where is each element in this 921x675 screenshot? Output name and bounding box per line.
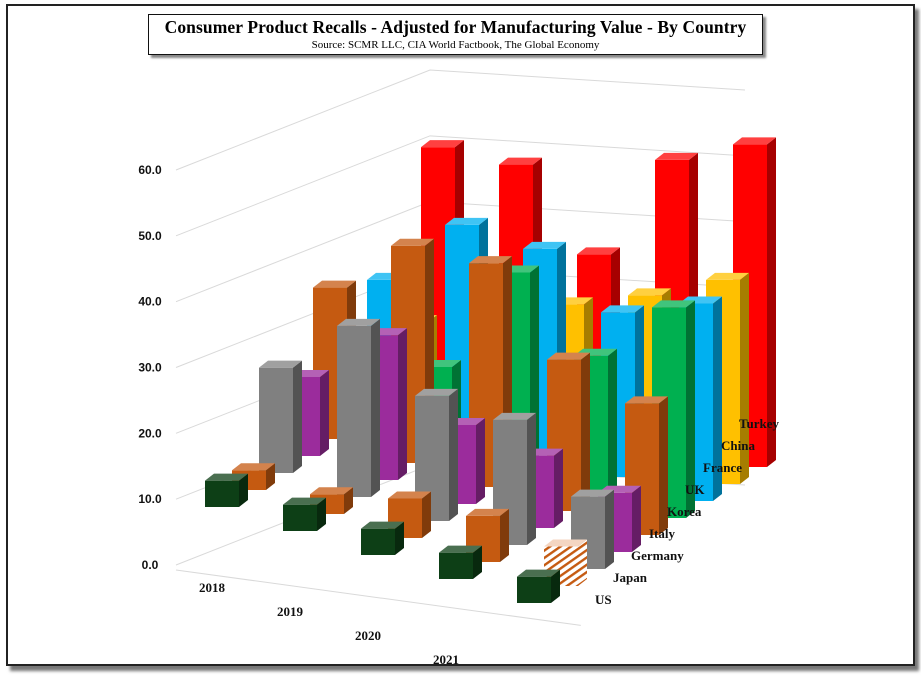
bar-korea-2022 bbox=[625, 396, 668, 535]
gridline bbox=[175, 135, 746, 237]
x-tick-label: 2020 bbox=[355, 628, 381, 643]
series-label: France bbox=[703, 460, 742, 475]
y-tick-label: 0.0 bbox=[142, 558, 159, 572]
y-tick-label: 30.0 bbox=[138, 361, 162, 375]
y-tick-label: 60.0 bbox=[138, 163, 162, 177]
series-label: China bbox=[721, 438, 755, 453]
y-tick-label: 40.0 bbox=[138, 295, 162, 309]
x-tick-label: 2021 bbox=[433, 652, 459, 667]
series-label: Germany bbox=[631, 548, 684, 563]
bar-germany-2018 bbox=[259, 360, 302, 473]
series-label: Italy bbox=[649, 526, 676, 541]
gridline bbox=[175, 69, 746, 171]
bar-us-2020 bbox=[361, 521, 404, 555]
bar-us-2021 bbox=[439, 545, 482, 579]
series-label: Korea bbox=[667, 504, 702, 519]
bar-germany-2019 bbox=[337, 318, 380, 497]
bar-germany-2020 bbox=[415, 388, 458, 521]
chart-subtitle: Source: SCMR LLC, CIA World Factbook, Th… bbox=[311, 39, 600, 51]
y-tick-label: 50.0 bbox=[138, 229, 162, 243]
x-tick-label: 2019 bbox=[277, 604, 304, 619]
y-tick-label: 20.0 bbox=[138, 426, 162, 440]
series-label: UK bbox=[685, 482, 705, 497]
chart-title: Consumer Product Recalls - Adjusted for … bbox=[164, 17, 747, 37]
bar-us-2018 bbox=[205, 473, 248, 507]
x-tick-label: 2018 bbox=[199, 580, 226, 595]
series-label: Turkey bbox=[739, 416, 779, 431]
bar-us-2019 bbox=[283, 497, 326, 531]
bar-us-2022 bbox=[517, 569, 560, 603]
chart-title-box: Consumer Product Recalls - Adjusted for … bbox=[148, 14, 763, 55]
series-label: Japan bbox=[613, 570, 648, 585]
series-label: US bbox=[595, 592, 612, 607]
floor-edge bbox=[175, 569, 581, 626]
bar-japan-2020 bbox=[388, 491, 431, 538]
y-tick-label: 10.0 bbox=[138, 492, 162, 506]
